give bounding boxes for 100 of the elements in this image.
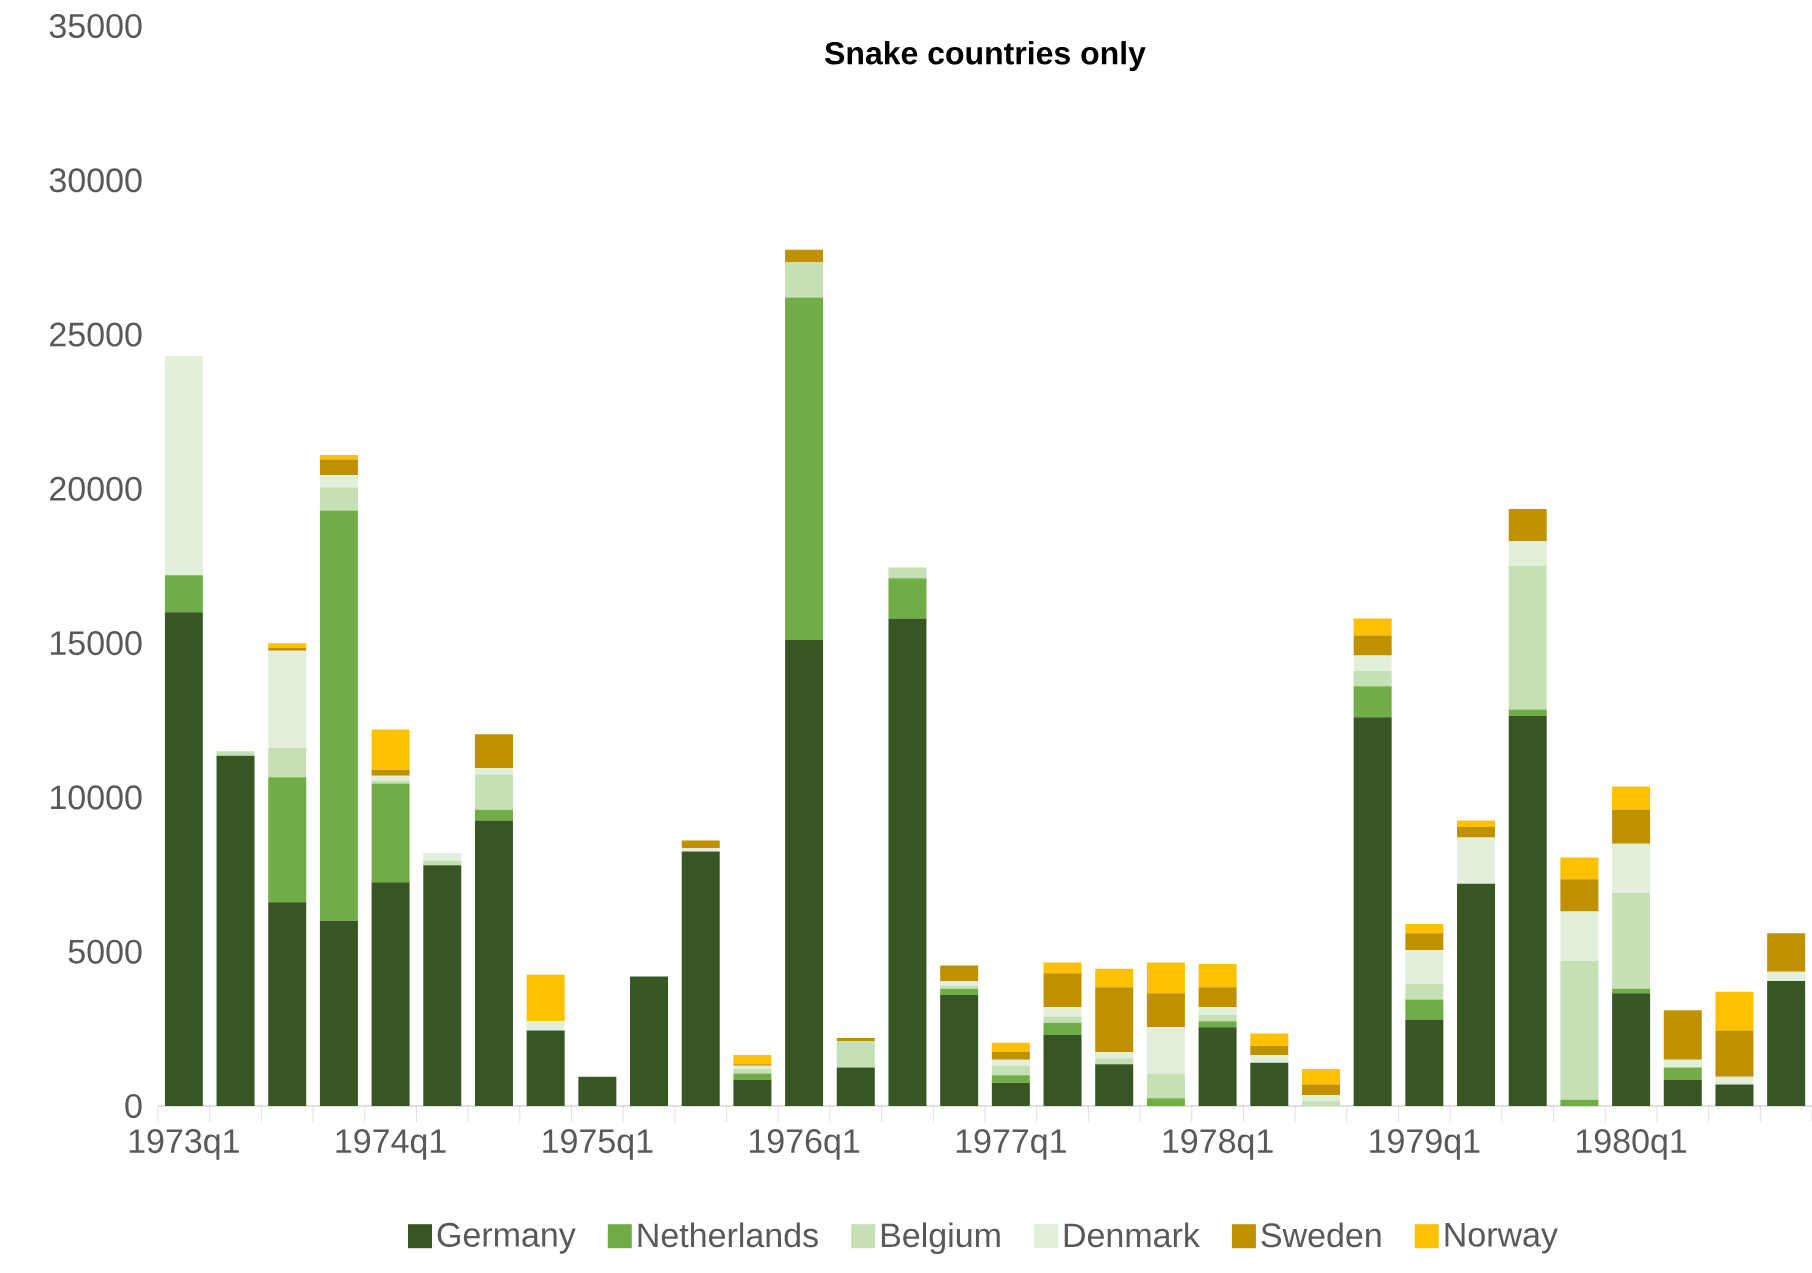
bar [733, 1073, 772, 1080]
bar [836, 1067, 875, 1106]
bar [940, 965, 979, 982]
y-tick-label: 20000 [50, 476, 142, 501]
bar [1095, 968, 1134, 988]
y-tick-label: 25000 [50, 322, 142, 347]
bar [1198, 1007, 1237, 1015]
bar [1405, 984, 1444, 1000]
bar [268, 777, 307, 903]
bar [733, 1068, 772, 1074]
bar [268, 902, 307, 1106]
chart-title: Snake countries only [824, 41, 1146, 71]
bar [1457, 883, 1496, 1106]
bar [1198, 1027, 1237, 1106]
legend-label: Sweden [1261, 1222, 1381, 1248]
bar [785, 262, 824, 298]
bar [1715, 1030, 1754, 1077]
bar [1353, 635, 1392, 656]
bar [991, 1065, 1030, 1076]
bar [1198, 987, 1237, 1008]
bar [630, 976, 669, 1106]
bar [1457, 826, 1496, 838]
bar [1146, 962, 1185, 994]
bar [1560, 879, 1599, 912]
bar [681, 848, 720, 852]
bar [1043, 1022, 1082, 1036]
bar [319, 474, 358, 488]
bar [1560, 857, 1599, 880]
x-tick-label: 1973q1 [129, 1129, 239, 1160]
bar [371, 769, 410, 776]
bar [991, 1082, 1030, 1106]
x-tick-label: 1974q1 [336, 1129, 446, 1160]
bar [319, 454, 358, 460]
bar [474, 809, 513, 821]
bar [1767, 933, 1806, 972]
bar [1612, 843, 1651, 894]
bar [371, 729, 410, 770]
bar [1405, 923, 1444, 934]
bar [1715, 991, 1754, 1031]
bar [319, 459, 358, 475]
bar [1250, 1033, 1289, 1046]
bar [1508, 715, 1547, 1106]
bar [1663, 1010, 1702, 1060]
y-tick-label: 0 [125, 1093, 142, 1119]
bar [164, 612, 203, 1106]
bar [268, 650, 307, 749]
bar [1146, 1098, 1185, 1106]
bar [681, 840, 720, 849]
bar [1663, 1059, 1702, 1068]
bar [991, 1051, 1030, 1060]
legend-label: Germany [437, 1222, 576, 1254]
bar [1560, 911, 1599, 961]
bar [371, 882, 410, 1106]
x-tick-label: 1979q1 [1370, 1129, 1480, 1160]
y-tick-label: 30000 [49, 168, 142, 193]
y-tick-label: 15000 [50, 631, 142, 656]
bar [1612, 786, 1651, 810]
bar [526, 1021, 565, 1031]
bar [423, 852, 462, 861]
y-tick-label: 5000 [68, 939, 142, 964]
bar [1663, 1067, 1702, 1080]
bar [1353, 717, 1392, 1106]
bar [1508, 541, 1547, 566]
bar [1405, 1019, 1444, 1106]
bar [1457, 820, 1496, 827]
x-tick-label: 1978q1 [1163, 1129, 1273, 1160]
bar [1405, 933, 1444, 951]
bar [474, 774, 513, 810]
bar [474, 820, 513, 1106]
bar [1301, 1068, 1340, 1085]
bar [474, 734, 513, 769]
bar [474, 768, 513, 775]
bar [1612, 893, 1651, 989]
bar [371, 780, 410, 784]
bar [1043, 1016, 1082, 1023]
bar [1508, 565, 1547, 710]
bar [991, 1059, 1030, 1066]
bar [371, 783, 410, 883]
bar [1612, 993, 1651, 1106]
bar [681, 851, 720, 1106]
bar [940, 981, 979, 986]
bar [836, 1041, 875, 1068]
legend-label: Denmark [1064, 1222, 1200, 1248]
bar [1250, 1045, 1289, 1056]
x-tick-label: 1975q1 [543, 1129, 653, 1160]
legend-label: Netherlands [638, 1222, 818, 1248]
legend-label: Belgium [881, 1222, 1000, 1255]
bar [940, 985, 979, 989]
bar [785, 297, 824, 641]
bar [1353, 670, 1392, 687]
bar [1767, 981, 1806, 1106]
y-tick-label: 35000 [49, 13, 142, 39]
bar [578, 1076, 617, 1106]
x-tick-label: 1980q1 [1576, 1129, 1687, 1160]
bar [1198, 1014, 1237, 1022]
bar [940, 988, 979, 995]
bar [1405, 999, 1444, 1020]
bar [1095, 1051, 1134, 1059]
bar [1301, 1095, 1340, 1102]
bar [216, 751, 255, 756]
